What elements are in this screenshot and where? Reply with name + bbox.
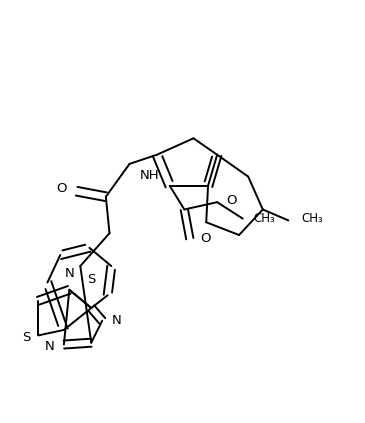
Text: O: O [226,194,237,207]
Text: NH: NH [140,169,160,182]
Text: N: N [65,266,74,280]
Text: CH₃: CH₃ [254,212,276,225]
Text: S: S [22,331,30,344]
Text: CH₃: CH₃ [301,212,323,225]
Text: N: N [111,314,121,327]
Text: O: O [200,232,211,245]
Text: O: O [56,182,66,195]
Text: N: N [45,340,55,353]
Text: S: S [87,273,95,286]
